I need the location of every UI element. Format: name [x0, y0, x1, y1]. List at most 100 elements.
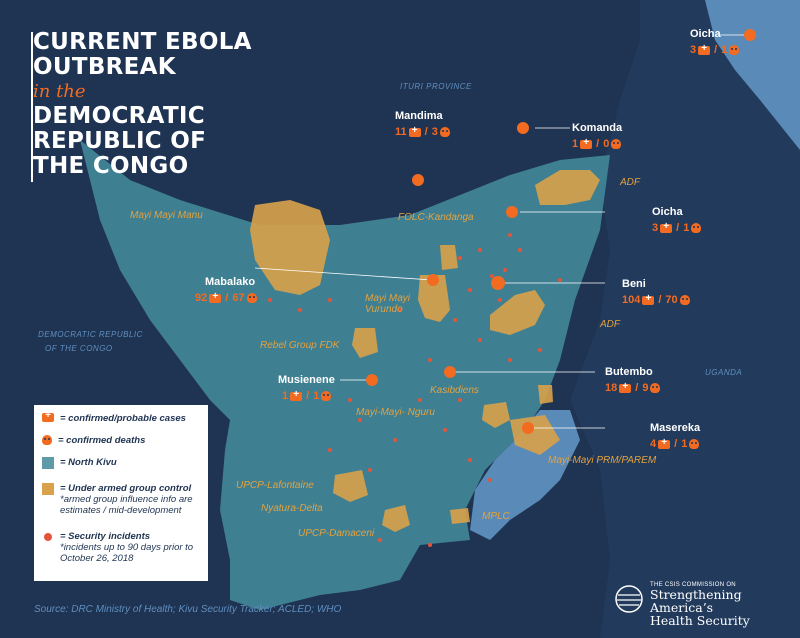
label-adf-north: ADF — [620, 177, 640, 188]
legend-deaths: = confirmed deaths — [42, 435, 145, 446]
town-beni-stat: 104/70 — [622, 293, 690, 306]
town-masereka-stat: 4/1 — [650, 437, 700, 450]
legend-security-label: = Security incidents — [60, 531, 151, 542]
skull-icon — [689, 439, 700, 449]
skull-icon — [691, 223, 702, 233]
town-mandima-stat: 11/3 — [395, 125, 450, 138]
armed-prm — [510, 415, 560, 455]
title-accent-bar — [31, 32, 33, 182]
armed-mplc — [450, 508, 470, 524]
cases-value: 3 — [652, 222, 659, 234]
cases-value: 11 — [395, 126, 407, 138]
town-butembo-stat: 18/9 — [605, 381, 661, 394]
case-icon — [580, 137, 593, 149]
label-adf-south: ADF — [600, 319, 620, 330]
skull-icon — [246, 293, 257, 303]
town-mabalako-stat: 92/67 — [195, 291, 257, 304]
title-line-6: THE CONGO — [33, 153, 189, 179]
armed-folc — [440, 245, 458, 270]
label-rebel-fdk: Rebel Group FDK — [260, 340, 340, 351]
legend-cases-label: = confirmed/probable cases — [60, 413, 186, 424]
csis-line-2: Health Security — [650, 613, 750, 628]
case-icon — [642, 293, 655, 305]
label-upcp-damaceni: UPCP-Damaceni — [298, 528, 375, 539]
cases-value: 104 — [622, 294, 641, 306]
deaths-value: 70 — [665, 294, 678, 306]
town-musienene-name: Musienene — [278, 374, 335, 386]
case-icon — [658, 437, 671, 449]
deaths-value: 9 — [642, 382, 649, 394]
deaths-value: 0 — [603, 138, 610, 150]
town-komanda-name: Komanda — [572, 122, 623, 134]
case-icon — [660, 221, 673, 233]
legend-security-note: *incidents up to 90 days prior to Octobe… — [60, 542, 194, 564]
label-mayi-mayi-vurundo: Mayi Mayi Vurundo — [365, 293, 411, 315]
town-oicha-stat: 3/1 — [652, 221, 702, 234]
deaths-value: 67 — [232, 292, 245, 304]
title-line-5: REPUBLIC OF — [33, 128, 207, 154]
armed-lafontaine — [333, 470, 368, 502]
skull-icon — [729, 45, 740, 55]
north-kivu-region — [80, 140, 610, 610]
armed-nguru — [482, 402, 510, 428]
lake-albert — [705, 0, 800, 150]
town-beni-name: Beni — [622, 278, 646, 290]
town-butembo-name: Butembo — [605, 366, 653, 378]
town-oicha-name: Oicha — [652, 206, 683, 218]
town-oicha-top-name: Oicha — [690, 28, 721, 40]
town-oicha-top-stat: 3/1 — [690, 43, 740, 56]
uganda-region — [570, 0, 800, 638]
legend-north-kivu: = North Kivu — [42, 457, 117, 469]
armed-swatch — [42, 483, 54, 495]
armed-kasibdiens — [538, 385, 553, 404]
skull-icon — [679, 295, 690, 305]
region-ituri: ITURI PROVINCE — [400, 82, 472, 91]
skull-icon — [321, 391, 332, 401]
label-folc-kandanga: FOLC-Kandanga — [398, 212, 474, 223]
legend-cases: = confirmed/probable cases — [42, 410, 186, 424]
deaths-value: 1 — [683, 222, 690, 234]
legend-deaths-label: = confirmed deaths — [58, 435, 146, 446]
title-block: CURRENT EBOLA OUTBREAK in the DEMOCRATIC… — [33, 30, 283, 179]
globe-icon — [615, 585, 643, 613]
legend-armed-label: = Under armed group control — [60, 483, 192, 494]
armed-vurundo — [418, 275, 450, 322]
source-note: Source: DRC Ministry of Health; Kivu Sec… — [34, 604, 342, 615]
cases-value: 1 — [282, 390, 289, 402]
label-nyatura-delta: Nyatura-Delta — [261, 503, 323, 514]
armed-fdk — [352, 328, 378, 358]
label-mayi-mayi-nguru: Mayi-Mayi- Nguru — [356, 407, 435, 418]
legend-armed-note: *armed group influence info are estimate… — [60, 494, 193, 516]
legend-north-kivu-label: = North Kivu — [60, 457, 117, 468]
csis-small-text: THE CSIS COMMISSION ON — [650, 582, 736, 588]
incident-dot-icon — [44, 533, 52, 541]
title-line-4: DEMOCRATIC — [33, 103, 205, 129]
deaths-value: 1 — [681, 438, 688, 450]
case-icon — [290, 389, 303, 401]
cases-value: 1 — [572, 138, 579, 150]
skull-icon — [650, 383, 661, 393]
armed-adf-north — [535, 170, 600, 205]
title-line-3: in the — [33, 81, 86, 102]
deaths-value: 3 — [431, 126, 438, 138]
label-prm-parem: Mayi-Mayi PRM/PAREM — [548, 455, 657, 466]
town-mandima-name: Mandima — [395, 110, 443, 122]
region-drc-2: OF THE CONGO — [45, 344, 113, 353]
csis-logo: THE CSIS COMMISSION ON Strengthening Ame… — [614, 582, 794, 627]
skull-icon — [42, 435, 52, 445]
label-kasibdiens: Kasibdiens — [430, 385, 479, 396]
title-line-1: CURRENT EBOLA — [33, 29, 252, 55]
legend: = confirmed/probable cases = confirmed d… — [34, 405, 208, 581]
legend-security: = Security incidents *incidents up to 90 … — [42, 531, 202, 564]
label-mayi-mayi-manu: Mayi Mayi Manu — [130, 210, 203, 221]
label-mplc: MPLC — [482, 511, 510, 522]
cases-value: 92 — [195, 292, 208, 304]
deaths-value: 1 — [721, 44, 728, 56]
cases-value: 4 — [650, 438, 657, 450]
case-icon — [408, 125, 421, 137]
town-mabalako-name: Mabalako — [205, 276, 256, 288]
armed-damaceni — [382, 505, 410, 532]
deaths-value: 1 — [313, 390, 320, 402]
town-masereka-name: Masereka — [650, 422, 701, 434]
title-line-2: OUTBREAK — [33, 54, 176, 80]
